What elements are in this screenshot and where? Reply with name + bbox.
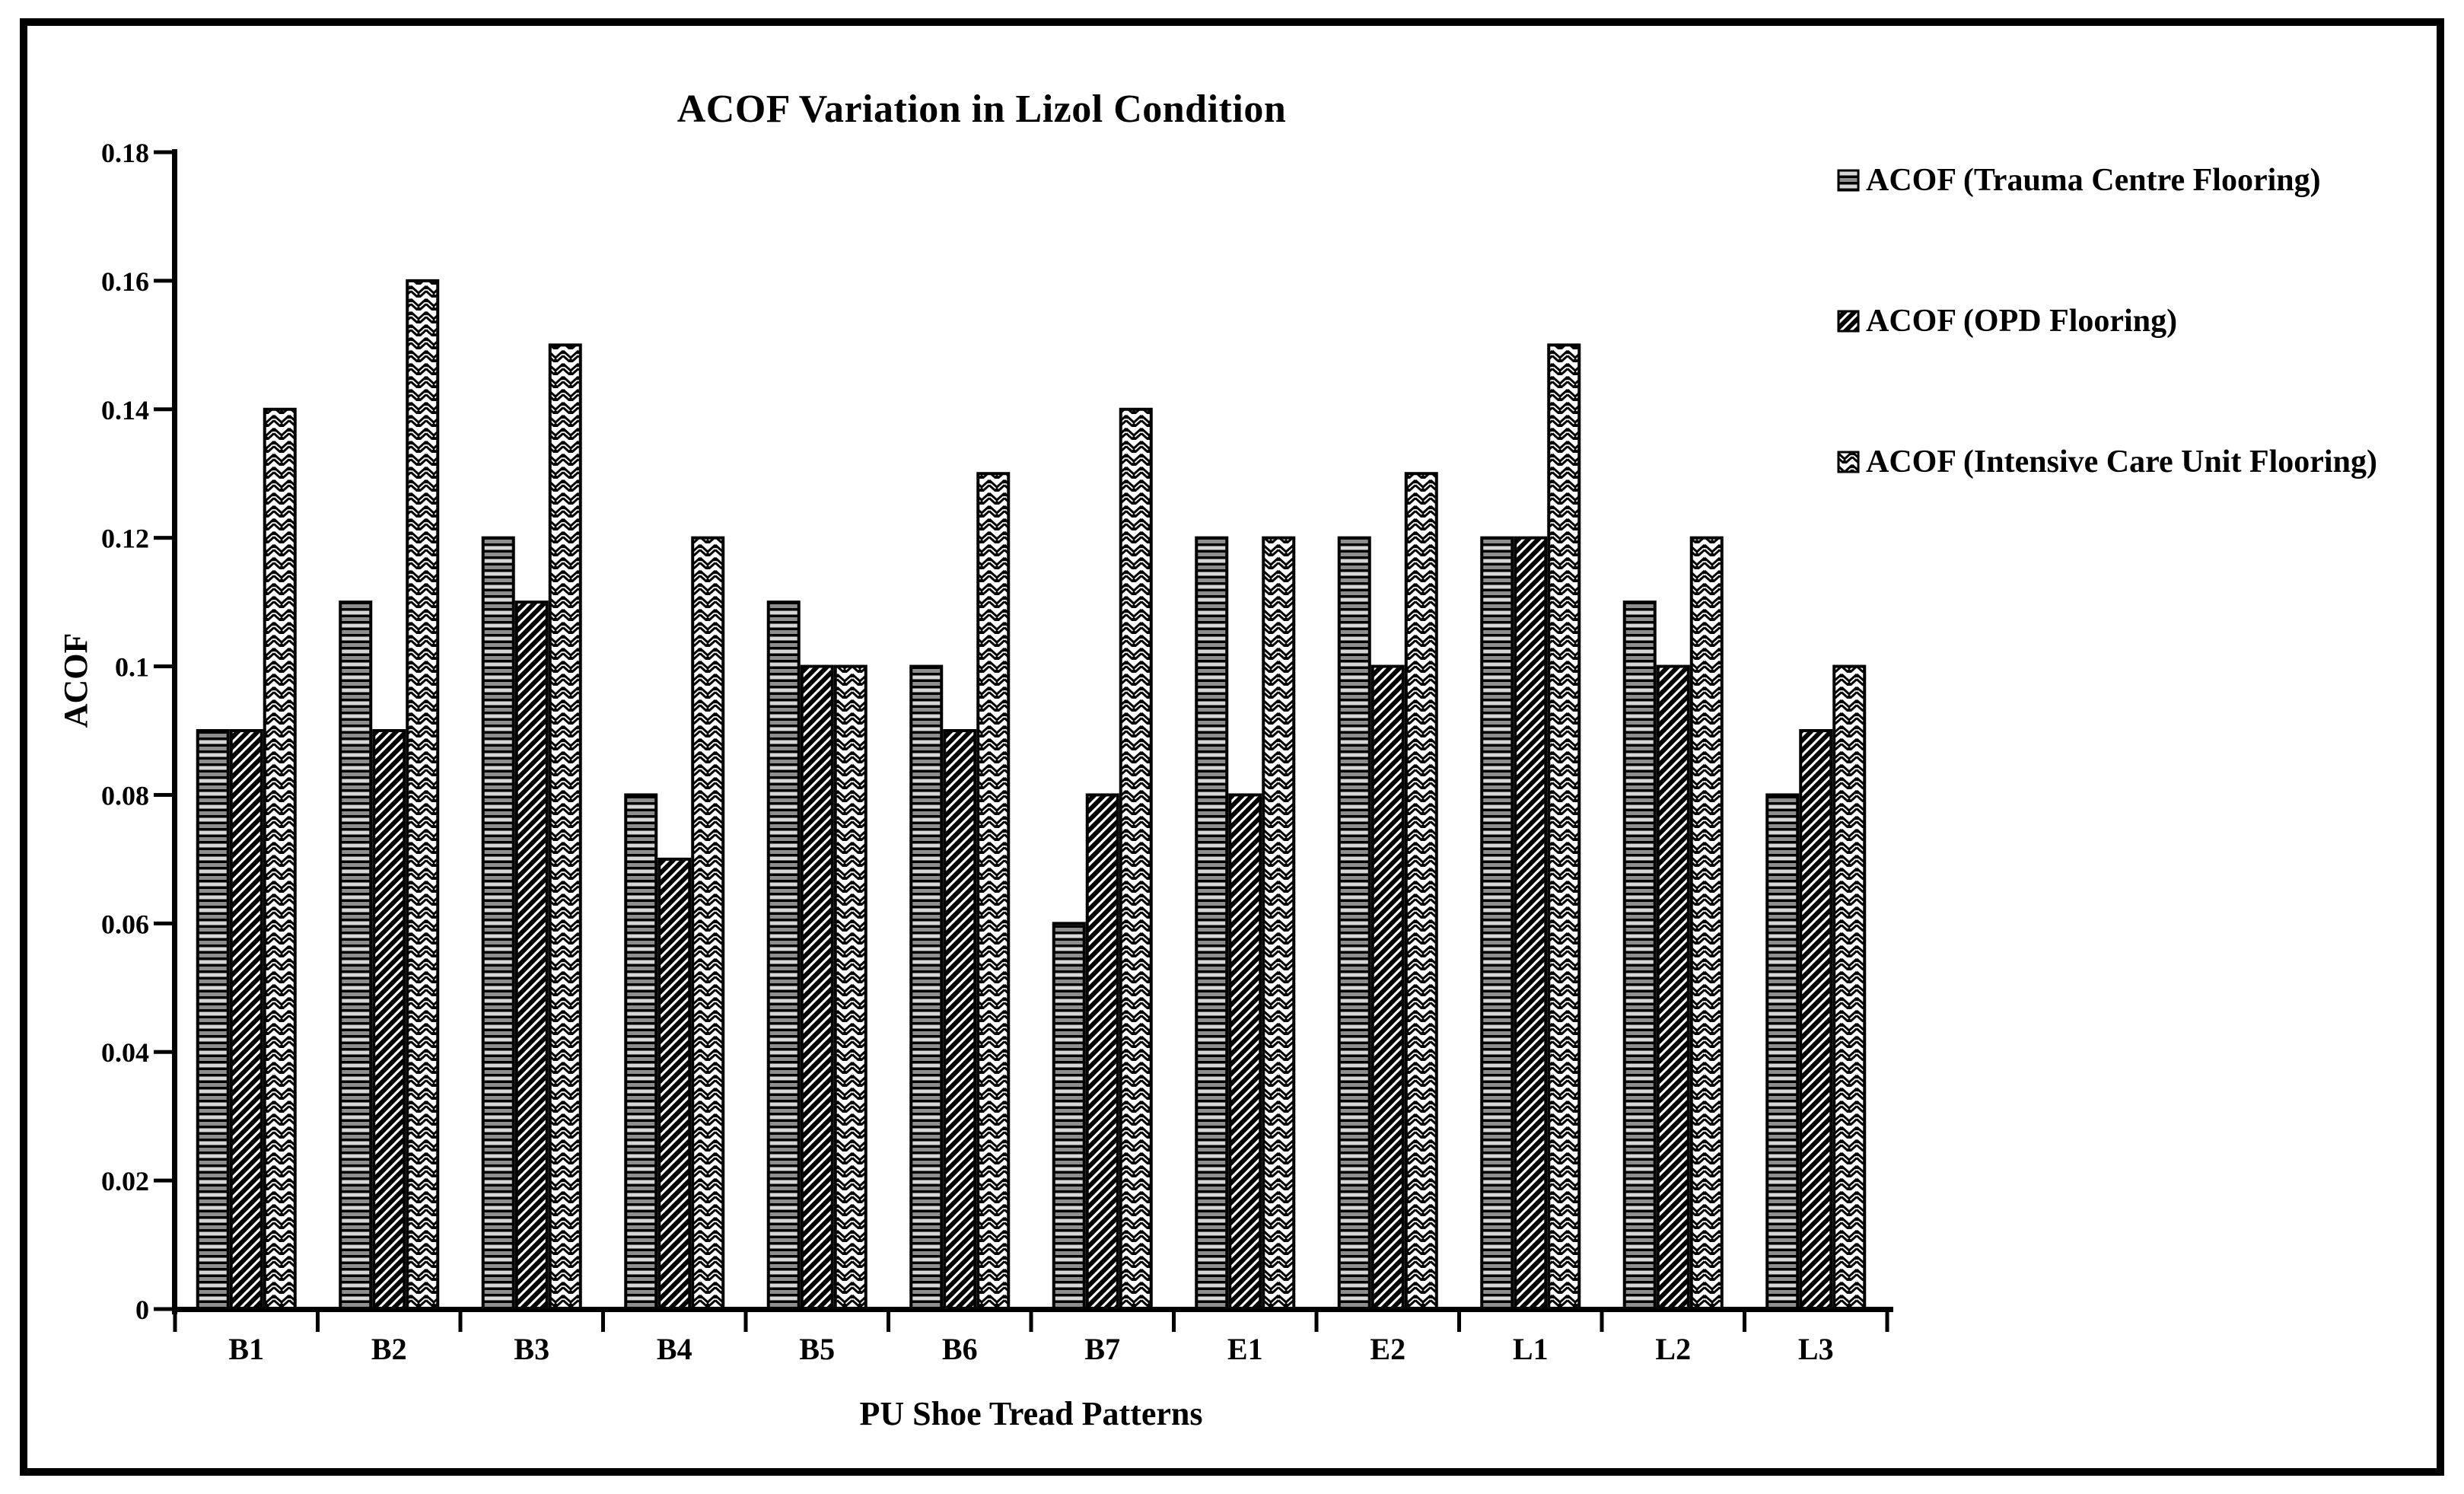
y-tick-mark bbox=[154, 536, 175, 540]
y-tick-mark bbox=[154, 1050, 175, 1054]
bar-B5-series3 bbox=[833, 664, 867, 1311]
bar-B2-series1 bbox=[339, 600, 373, 1311]
y-tick-mark bbox=[154, 664, 175, 669]
x-tick-mark bbox=[1314, 1309, 1319, 1332]
bar-E1-series3 bbox=[1262, 536, 1296, 1311]
x-tick-label: L1 bbox=[1513, 1332, 1549, 1366]
bar-E2-series2 bbox=[1370, 664, 1405, 1311]
bar-B3-series2 bbox=[514, 600, 549, 1311]
x-tick-label: B6 bbox=[942, 1332, 978, 1366]
legend-item-icu: ACOF (Intensive Care Unit Flooring) bbox=[1837, 444, 2377, 480]
y-tick-label: 0.16 bbox=[101, 266, 149, 297]
x-tick-mark bbox=[887, 1309, 890, 1332]
y-tick-label: 0 bbox=[135, 1295, 149, 1325]
bar-E1-series2 bbox=[1228, 793, 1262, 1311]
x-tick-mark bbox=[1743, 1309, 1746, 1332]
x-tick-mark bbox=[1885, 1309, 1889, 1332]
x-tick-label: B7 bbox=[1084, 1332, 1120, 1366]
legend-label: ACOF (OPD Flooring) bbox=[1866, 304, 2178, 339]
bar-L2-series3 bbox=[1689, 536, 1724, 1311]
x-tick-mark bbox=[1457, 1309, 1461, 1332]
x-tick-mark bbox=[173, 1309, 177, 1332]
bar-B1-series2 bbox=[229, 729, 263, 1311]
bar-B6-series1 bbox=[909, 664, 944, 1311]
bar-L1-series1 bbox=[1480, 536, 1514, 1311]
y-tick-label: 0.18 bbox=[101, 138, 149, 168]
y-tick-mark bbox=[154, 792, 175, 797]
legend-swatch-horizontal-stripes-icon bbox=[1837, 169, 1860, 192]
x-tick-label: B4 bbox=[657, 1332, 692, 1366]
y-tick-mark bbox=[154, 1178, 175, 1183]
legend-item-opd: ACOF (OPD Flooring) bbox=[1837, 303, 2177, 339]
y-tick-mark bbox=[154, 921, 175, 925]
bar-B3-series1 bbox=[481, 536, 515, 1311]
y-tick-mark bbox=[154, 1307, 175, 1311]
bar-B4-series2 bbox=[657, 857, 692, 1311]
x-tick-mark bbox=[601, 1309, 605, 1332]
x-tick-label: E1 bbox=[1227, 1332, 1263, 1366]
axes-group bbox=[154, 149, 1893, 1332]
bar-B6-series3 bbox=[976, 472, 1011, 1311]
bar-L2-series2 bbox=[1656, 664, 1690, 1311]
y-tick-mark bbox=[154, 279, 175, 283]
bar-E2-series1 bbox=[1337, 536, 1371, 1311]
x-tick-label: B5 bbox=[799, 1332, 835, 1366]
x-tick-label: B1 bbox=[228, 1332, 264, 1366]
bar-L3-series3 bbox=[1832, 664, 1867, 1311]
bar-B1-series3 bbox=[263, 407, 297, 1311]
bar-L3-series1 bbox=[1765, 793, 1800, 1311]
bar-B5-series1 bbox=[766, 600, 801, 1311]
bar-B4-series1 bbox=[624, 793, 658, 1311]
bar-B5-series2 bbox=[800, 664, 834, 1311]
bar-B7-series2 bbox=[1085, 793, 1119, 1311]
legend-swatch-chevron-icon bbox=[1837, 451, 1860, 473]
bar-B7-series3 bbox=[1119, 407, 1153, 1311]
bars-group bbox=[196, 279, 1867, 1311]
x-tick-mark bbox=[1029, 1309, 1033, 1332]
x-tick-label: L3 bbox=[1798, 1332, 1834, 1366]
bar-B6-series2 bbox=[943, 729, 977, 1311]
tick-labels-group: 0.18 0.16 0.14 0.12 0.1 0.08 0.06 0.04 0.02 0 B1 B2… bbox=[101, 138, 1834, 1366]
x-tick-mark bbox=[1172, 1309, 1176, 1332]
y-tick-mark bbox=[154, 150, 175, 154]
legend-label: ACOF (Trauma Centre Flooring) bbox=[1866, 163, 2321, 198]
y-tick-label: 0.1 bbox=[115, 652, 149, 683]
bar-B2-series2 bbox=[372, 729, 406, 1311]
bar-B4-series3 bbox=[691, 536, 725, 1311]
y-axis-line bbox=[172, 149, 177, 1314]
x-tick-label: E2 bbox=[1370, 1332, 1405, 1366]
legend-label: ACOF (Intensive Care Unit Flooring) bbox=[1866, 444, 2377, 479]
y-tick-label: 0.08 bbox=[101, 780, 149, 811]
y-tick-label: 0.04 bbox=[101, 1037, 149, 1068]
y-tick-label: 0.06 bbox=[101, 909, 149, 939]
chart-title: ACOF Variation in Lizol Condition bbox=[676, 88, 1287, 131]
x-tick-mark bbox=[1600, 1309, 1604, 1332]
y-tick-label: 0.02 bbox=[101, 1166, 149, 1196]
bar-B3-series3 bbox=[548, 343, 582, 1311]
y-tick-label: 0.14 bbox=[101, 395, 149, 425]
bar-L1-series3 bbox=[1547, 343, 1581, 1311]
bar-L1-series2 bbox=[1514, 536, 1548, 1311]
bar-E1-series1 bbox=[1195, 536, 1229, 1311]
legend-swatch-diagonal-hatch-icon bbox=[1837, 310, 1860, 333]
bar-B7-series1 bbox=[1052, 922, 1086, 1311]
legend-item-trauma-centre: ACOF (Trauma Centre Flooring) bbox=[1837, 162, 2321, 199]
bar-B1-series1 bbox=[196, 729, 230, 1311]
bar-L3-series2 bbox=[1799, 729, 1833, 1311]
x-tick-label: L2 bbox=[1655, 1332, 1691, 1366]
bar-E2-series3 bbox=[1404, 472, 1438, 1311]
bar-L2-series1 bbox=[1622, 600, 1657, 1311]
x-tick-label: B3 bbox=[514, 1332, 549, 1366]
x-tick-mark bbox=[316, 1309, 320, 1332]
x-tick-mark bbox=[743, 1309, 748, 1332]
x-tick-mark bbox=[458, 1309, 463, 1332]
y-tick-label: 0.12 bbox=[101, 524, 149, 554]
bar-B2-series3 bbox=[406, 279, 440, 1311]
x-tick-label: B2 bbox=[371, 1332, 407, 1366]
y-tick-mark bbox=[154, 407, 175, 412]
x-axis-title: PU Shoe Tread Patterns bbox=[859, 1395, 1203, 1432]
